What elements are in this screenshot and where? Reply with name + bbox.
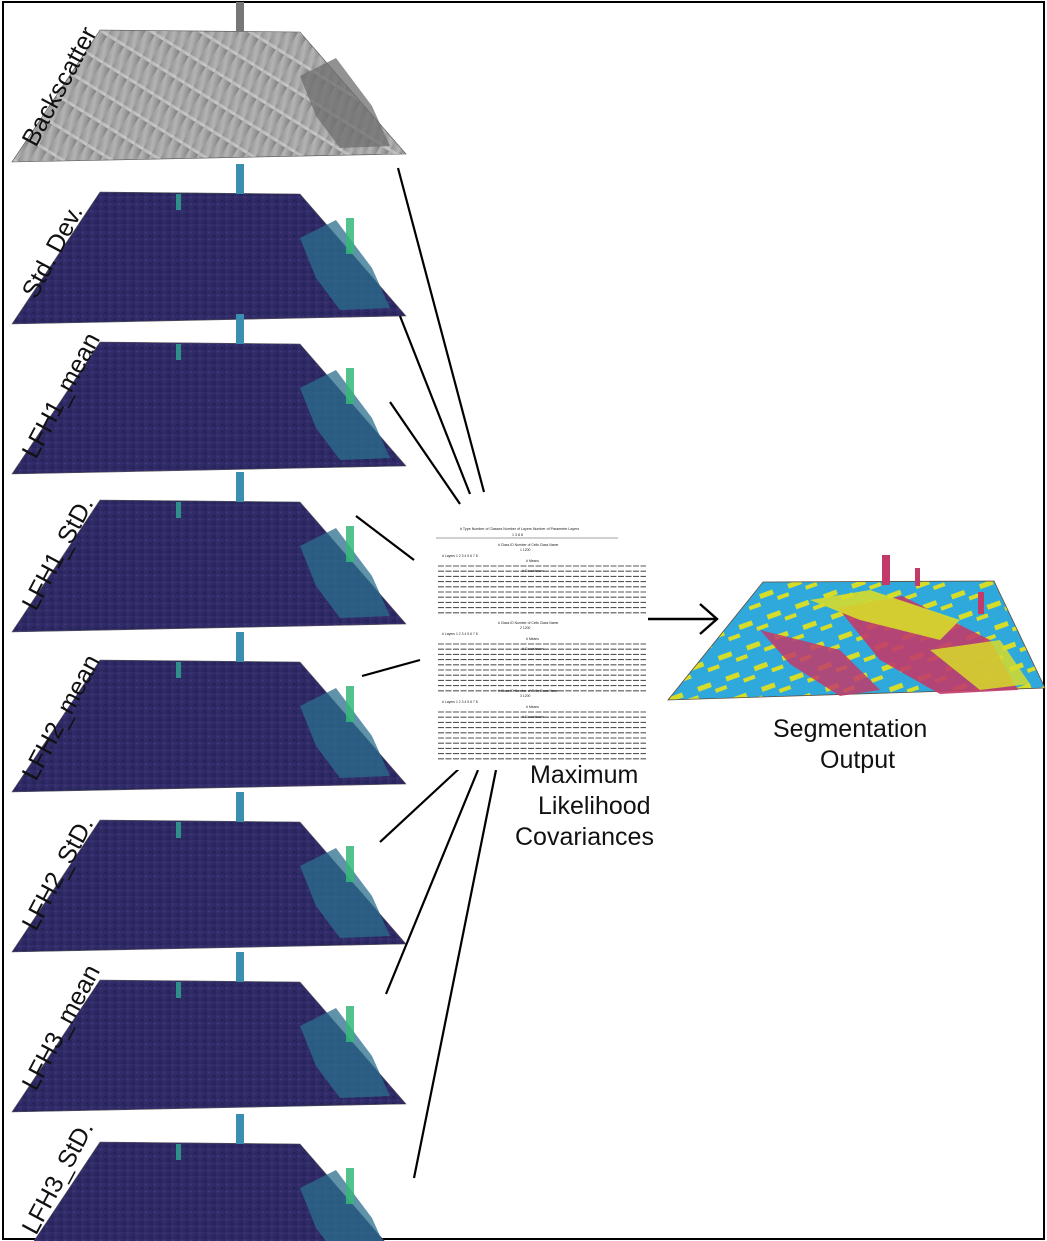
block-values: 1 1200 (520, 548, 530, 552)
table-header: # Type Number of Classes Number of Layer… (460, 527, 579, 531)
surface-backscatter (11, 29, 407, 163)
surface-lfh3-mean (11, 979, 407, 1113)
connector-lines (355, 167, 498, 1179)
peak-highlight-lfh2-mean (346, 686, 354, 722)
block-title: # Class ID Number of Cells Class Name (498, 621, 558, 625)
block-covariances-label: # Covariances (522, 569, 544, 573)
spike-std-dev (236, 164, 244, 194)
peak-highlight-std-dev (346, 218, 354, 254)
block-layer-header: # Layers 1 2 3 4 5 6 7 8 (442, 632, 478, 636)
layer-lfh2-std: LFH2_StD. (11, 792, 407, 953)
relief-ridge-lfh1-std (300, 528, 390, 618)
block-covariances-label: # Covariances (522, 647, 544, 651)
peak-highlight-lfh1-mean (346, 368, 354, 404)
arrow-head (699, 603, 719, 635)
block-means-label: # Means (526, 637, 539, 641)
output-label-line-2: Output (820, 746, 895, 774)
spike-lfh2-std (236, 792, 244, 822)
small-peak-std-dev (176, 194, 181, 210)
small-peak-lfh2-mean (176, 662, 181, 678)
block-means-label: # Means (526, 559, 539, 563)
arrow-to-output (648, 603, 719, 635)
output-spike-1 (882, 555, 890, 585)
center-label-line-3: Covariances (515, 823, 654, 851)
peak-highlight-lfh3-std (346, 1168, 354, 1204)
small-peak-lfh3-std (176, 1144, 181, 1160)
layer-lfh3-mean: LFH3_mean (11, 952, 407, 1113)
output-ridge-2 (760, 630, 880, 696)
output-label-line-1: Segmentation (773, 715, 927, 743)
connector-lfh1-mean (389, 401, 461, 505)
surface-lfh2-mean (11, 659, 407, 793)
block-covariances-label: # Covariances (522, 715, 544, 719)
covariance-table: # Type Number of Classes Number of Layer… (428, 520, 656, 770)
spike-lfh2-mean (236, 632, 244, 662)
block-title: # Class ID Number of Cells Class Name (498, 689, 558, 693)
peak-highlight-lfh3-mean (346, 1006, 354, 1042)
block-means-label: # Means (526, 705, 539, 709)
surface-lfh3-std (33, 1141, 385, 1241)
surface-lfh1-mean (11, 341, 407, 475)
covariance-table-bg (428, 520, 656, 770)
relief-ridge-lfh2-std (300, 848, 390, 938)
spike-backscatter (236, 2, 244, 32)
layer-lfh1-mean: LFH1_mean (11, 314, 407, 475)
center-label-line-2: Likelihood (538, 792, 651, 820)
layer-lfh3-std: LFH3_StD. (17, 1114, 385, 1241)
connector-std-dev (398, 315, 472, 495)
spike-lfh1-std (236, 472, 244, 502)
small-peak-lfh3-mean (176, 982, 181, 998)
spike-lfh3-std (236, 1114, 244, 1144)
small-peak-lfh1-mean (176, 344, 181, 360)
block-layer-header: # Layers 1 2 3 4 5 6 7 8 (442, 554, 478, 558)
relief-ridge-std-dev (300, 220, 390, 310)
layer-lfh2-mean: LFH2_mean (11, 632, 407, 793)
small-peak-lfh2-std (176, 822, 181, 838)
layer-backscatter: Backscatter (11, 2, 407, 163)
relief-ridge-lfh2-mean (300, 688, 390, 778)
output-yellow-band (810, 590, 960, 640)
output-spike-2 (915, 568, 920, 586)
layer-std-dev: Std. Dev. (11, 164, 407, 325)
output-yellow-band-2 (930, 640, 1030, 690)
output-spike-3 (978, 592, 984, 614)
connector-backscatter (396, 167, 486, 493)
small-peak-lfh1-std (176, 502, 181, 518)
connector-lfh1-std (355, 515, 415, 561)
block-values: 3 1200 (520, 694, 530, 698)
connector-lfh2-mean (361, 658, 421, 678)
block-title: # Class ID Number of Cells Class Name (498, 543, 558, 547)
relief-ridge-lfh1-mean (300, 370, 390, 460)
surface-lfh1-std (11, 499, 407, 633)
table-header-values: 1 3 8 8 (512, 533, 523, 537)
connector-lfh3-std (412, 769, 498, 1179)
block-layer-header: # Layers 1 2 3 4 5 6 7 8 (442, 700, 478, 704)
spike-lfh1-mean (236, 314, 244, 344)
segmentation-output: Segmentation Output (667, 555, 1046, 774)
layer-lfh1-std: LFH1_StD. (11, 472, 407, 633)
connector-lfh3-mean (384, 769, 480, 995)
relief-ridge-backscatter (300, 58, 390, 148)
relief-ridge-lfh3-mean (300, 1008, 390, 1098)
connector-lfh2-std (379, 765, 463, 843)
center-label-line-1: Maximum (530, 761, 638, 789)
block-values: 2 1200 (520, 626, 530, 630)
surface-std-dev (11, 191, 407, 325)
peak-highlight-lfh1-std (346, 526, 354, 562)
center-label: Maximum Likelihood Covariances (515, 761, 654, 851)
peak-highlight-lfh2-std (346, 846, 354, 882)
spike-lfh3-mean (236, 952, 244, 982)
relief-ridge-lfh3-std (300, 1170, 383, 1241)
